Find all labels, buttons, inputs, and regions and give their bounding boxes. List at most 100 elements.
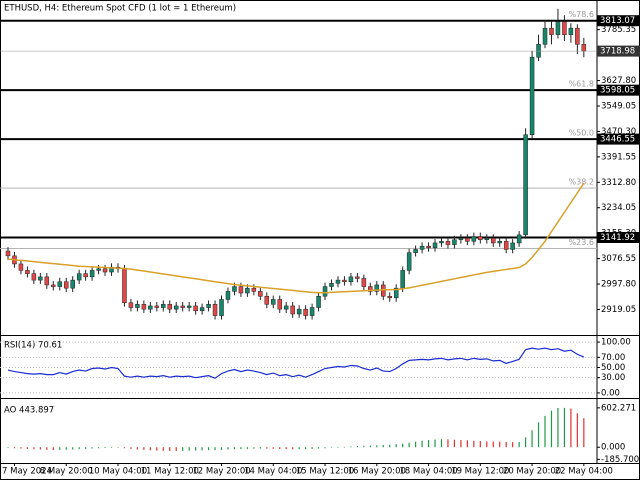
ao-bar: [434, 439, 436, 448]
ao-bar: [421, 440, 423, 448]
fib-label: %61.8: [569, 80, 594, 89]
candle-body: [549, 27, 554, 35]
ao-bar: [415, 441, 417, 448]
ao-bar: [311, 447, 313, 449]
price-box: [597, 84, 640, 96]
ao-bar: [233, 447, 236, 450]
candle-body: [122, 268, 127, 303]
candle-body: [400, 270, 405, 289]
price-box: [597, 15, 640, 27]
ao-title: AO 443.897: [4, 406, 54, 416]
ao-bar: [285, 447, 287, 450]
candle-body: [180, 305, 185, 308]
ao-bar: [279, 447, 281, 450]
ao-bar: [207, 447, 210, 451]
candle-body: [465, 237, 470, 242]
candle-body: [523, 134, 528, 236]
candle-body: [51, 284, 56, 287]
ao-bar: [486, 441, 488, 448]
chart-title: ETHUSD, H4: Ethereum Spot CFD (1 lot = 1…: [4, 4, 236, 14]
ao-bar: [91, 447, 93, 449]
candle-body: [283, 305, 289, 310]
ao-bar: [195, 447, 197, 451]
x-tick-label: 12 May 20:00: [192, 467, 250, 477]
ao-bar: [20, 447, 22, 449]
ao-bar: [72, 447, 74, 450]
candle-body: [206, 304, 211, 308]
candle-body: [355, 276, 360, 279]
price-box-label: 3598.05: [600, 86, 635, 96]
ao-bar: [324, 447, 326, 449]
ao-bar: [78, 447, 80, 450]
candle-body: [219, 299, 224, 316]
ao-bar: [350, 446, 352, 448]
ao-bar: [169, 447, 171, 451]
fib-label: %38.2: [569, 178, 594, 187]
candle-body: [238, 286, 244, 294]
candle-body: [516, 234, 522, 244]
ao-bar: [544, 415, 546, 448]
candle-body: [245, 287, 250, 294]
y-tick-label: 70.00: [601, 353, 625, 363]
candle-body: [199, 307, 205, 312]
ao-bar: [479, 441, 481, 448]
ao-bar: [550, 410, 553, 448]
candle-body: [309, 307, 315, 316]
ao-bar: [292, 447, 294, 450]
candle-body: [186, 305, 192, 308]
candle-body: [96, 268, 101, 271]
ao-bar: [156, 447, 158, 451]
candle-body: [348, 276, 354, 282]
candle-body: [335, 279, 341, 284]
candle-body: [503, 241, 509, 250]
price-box-label: 3446.55: [600, 135, 635, 145]
ao-bar: [337, 447, 339, 448]
y-tick-label: 602.271: [601, 403, 636, 413]
y-tick-label: 3391.55: [601, 152, 636, 162]
candle-body: [536, 44, 541, 58]
rsi-line: [7, 347, 585, 379]
candle-body: [128, 302, 134, 308]
ao-bar: [117, 447, 119, 448]
x-tick-label: 18 May 04:00: [399, 467, 457, 477]
candle-body: [70, 279, 75, 289]
y-tick-label: 2919.05: [601, 305, 636, 315]
ao-bar: [531, 430, 533, 448]
candle-body: [5, 250, 11, 257]
ao-bar: [557, 407, 559, 448]
candle-body: [161, 304, 166, 308]
x-tick-label: 7 May 2024: [2, 467, 52, 477]
candle-body: [497, 241, 502, 244]
candle-body: [212, 304, 218, 316]
ao-bar: [33, 447, 35, 450]
bid-box: [597, 45, 640, 57]
ao-bar: [369, 445, 371, 448]
y-tick-label: 2997.80: [601, 280, 636, 290]
x-tick-label: 20 May 20:00: [503, 467, 561, 477]
candle-body: [57, 281, 63, 287]
ao-bar: [512, 442, 514, 448]
bid-label: 3718.98: [600, 47, 635, 57]
ao-bar: [389, 444, 391, 448]
ao-bar: [188, 447, 190, 451]
y-tick-label: 50.00: [601, 363, 625, 373]
ao-bar: [440, 439, 443, 448]
ao-bar: [175, 447, 177, 452]
ao-bar: [214, 447, 216, 451]
ao-bar: [563, 407, 566, 448]
candle-body: [471, 236, 477, 242]
candle-body: [322, 286, 328, 297]
ao-bar: [317, 447, 320, 449]
candle-body: [439, 241, 444, 244]
price-box: [597, 133, 640, 145]
candle-body: [342, 279, 347, 282]
y-tick-label: -185.700: [601, 455, 639, 465]
ao-bar: [382, 444, 384, 448]
ao-bar: [298, 447, 300, 450]
y-tick-label: 3234.05: [601, 203, 636, 213]
price-box: [597, 231, 640, 243]
candle-body: [154, 305, 160, 308]
ao-bar: [272, 447, 274, 449]
candle-body: [393, 287, 399, 299]
fib-label: %78.6: [569, 10, 594, 19]
